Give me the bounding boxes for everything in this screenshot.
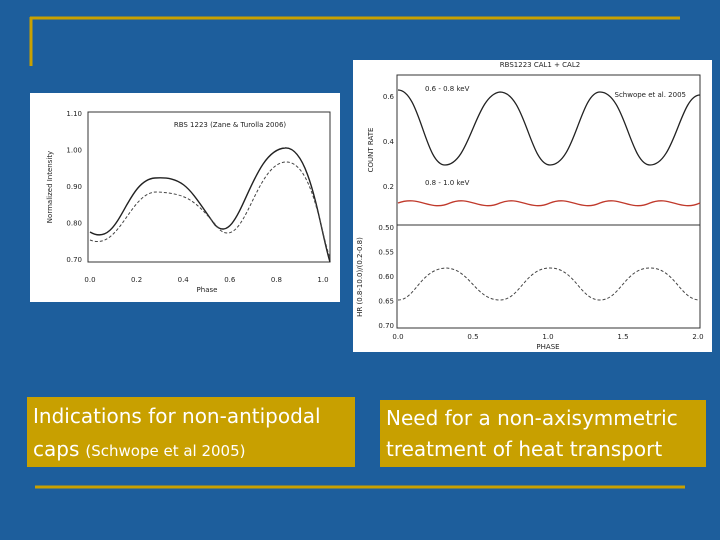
axis-label: Phase bbox=[197, 286, 218, 294]
tick-label: 2.0 bbox=[692, 333, 703, 341]
caption: Indications for non-antipodal bbox=[33, 404, 321, 428]
tick-label: 0.65 bbox=[378, 298, 394, 306]
tick-label: 1.0 bbox=[542, 333, 553, 341]
tick-label: 0.8 bbox=[271, 276, 282, 284]
tick-label: 0.60 bbox=[378, 273, 394, 281]
tick-label: 1.0 bbox=[317, 276, 328, 284]
tick-label: 0.4 bbox=[383, 138, 395, 146]
figure-title: RBS1223 CAL1 + CAL2 bbox=[500, 61, 580, 69]
curve bbox=[89, 147, 331, 263]
figure-label: RBS 1223 (Zane & Turolla 2006) bbox=[174, 121, 287, 129]
tick-label: 0.80 bbox=[66, 220, 82, 228]
axis-label: HR (0.8-10.0)/(0.2-0.8) bbox=[356, 237, 364, 317]
tick-label: 0.2 bbox=[383, 183, 394, 191]
caption: Need for a non-axisymmetric bbox=[386, 406, 678, 430]
tick-label: 0.90 bbox=[66, 183, 82, 191]
figure-label: Schwope et al. 2005 bbox=[615, 91, 687, 99]
caption-note: (Schwope et al 2005) bbox=[85, 442, 245, 460]
curve bbox=[89, 161, 331, 259]
tick-label: 0.55 bbox=[378, 249, 394, 257]
axis-label: PHASE bbox=[536, 343, 559, 351]
tick-labels: 0.6 0.4 0.2 0.50 0.55 0.60 0.65 0.70 0.0 0.5 1.0 1.… bbox=[378, 93, 703, 341]
tick-label: 0.6 bbox=[383, 93, 395, 101]
axis-label: Normalized Intensity bbox=[46, 151, 54, 223]
tick-label: 1.00 bbox=[66, 147, 82, 155]
caption: caps bbox=[33, 437, 79, 461]
figure-right bbox=[353, 60, 712, 352]
curve bbox=[397, 89, 701, 166]
caption: treatment of heat transport bbox=[386, 437, 662, 461]
tick-label: 1.5 bbox=[617, 333, 628, 341]
band-label: 0.6 - 0.8 keV bbox=[425, 85, 470, 93]
tick-label: 0.6 bbox=[224, 276, 236, 284]
tick-label: 0.50 bbox=[378, 224, 394, 232]
tick-label: 0.4 bbox=[178, 276, 190, 284]
axis-label: COUNT RATE bbox=[367, 128, 375, 173]
tick-label: 0.0 bbox=[84, 276, 95, 284]
tick-label: 0.70 bbox=[378, 322, 394, 330]
band-label: 0.8 - 1.0 keV bbox=[425, 179, 470, 187]
tick-label: 1.10 bbox=[66, 110, 82, 118]
tick-labels: 1.10 1.00 0.90 0.80 0.70 0.0 0.2 0.4 0.6 0.8 1.0 bbox=[66, 110, 328, 284]
tick-label: 0.70 bbox=[66, 256, 82, 264]
tick-label: 0.0 bbox=[392, 333, 403, 341]
caption: caps (Schwope et al 2005) bbox=[33, 437, 246, 461]
tick-label: 0.5 bbox=[467, 333, 478, 341]
plot-frame bbox=[87, 111, 331, 263]
caption-box bbox=[27, 397, 355, 467]
tick-label: 0.2 bbox=[131, 276, 142, 284]
plot-frame bbox=[396, 224, 701, 329]
curve bbox=[397, 200, 701, 207]
caption-box bbox=[380, 400, 706, 467]
curve bbox=[397, 267, 701, 301]
